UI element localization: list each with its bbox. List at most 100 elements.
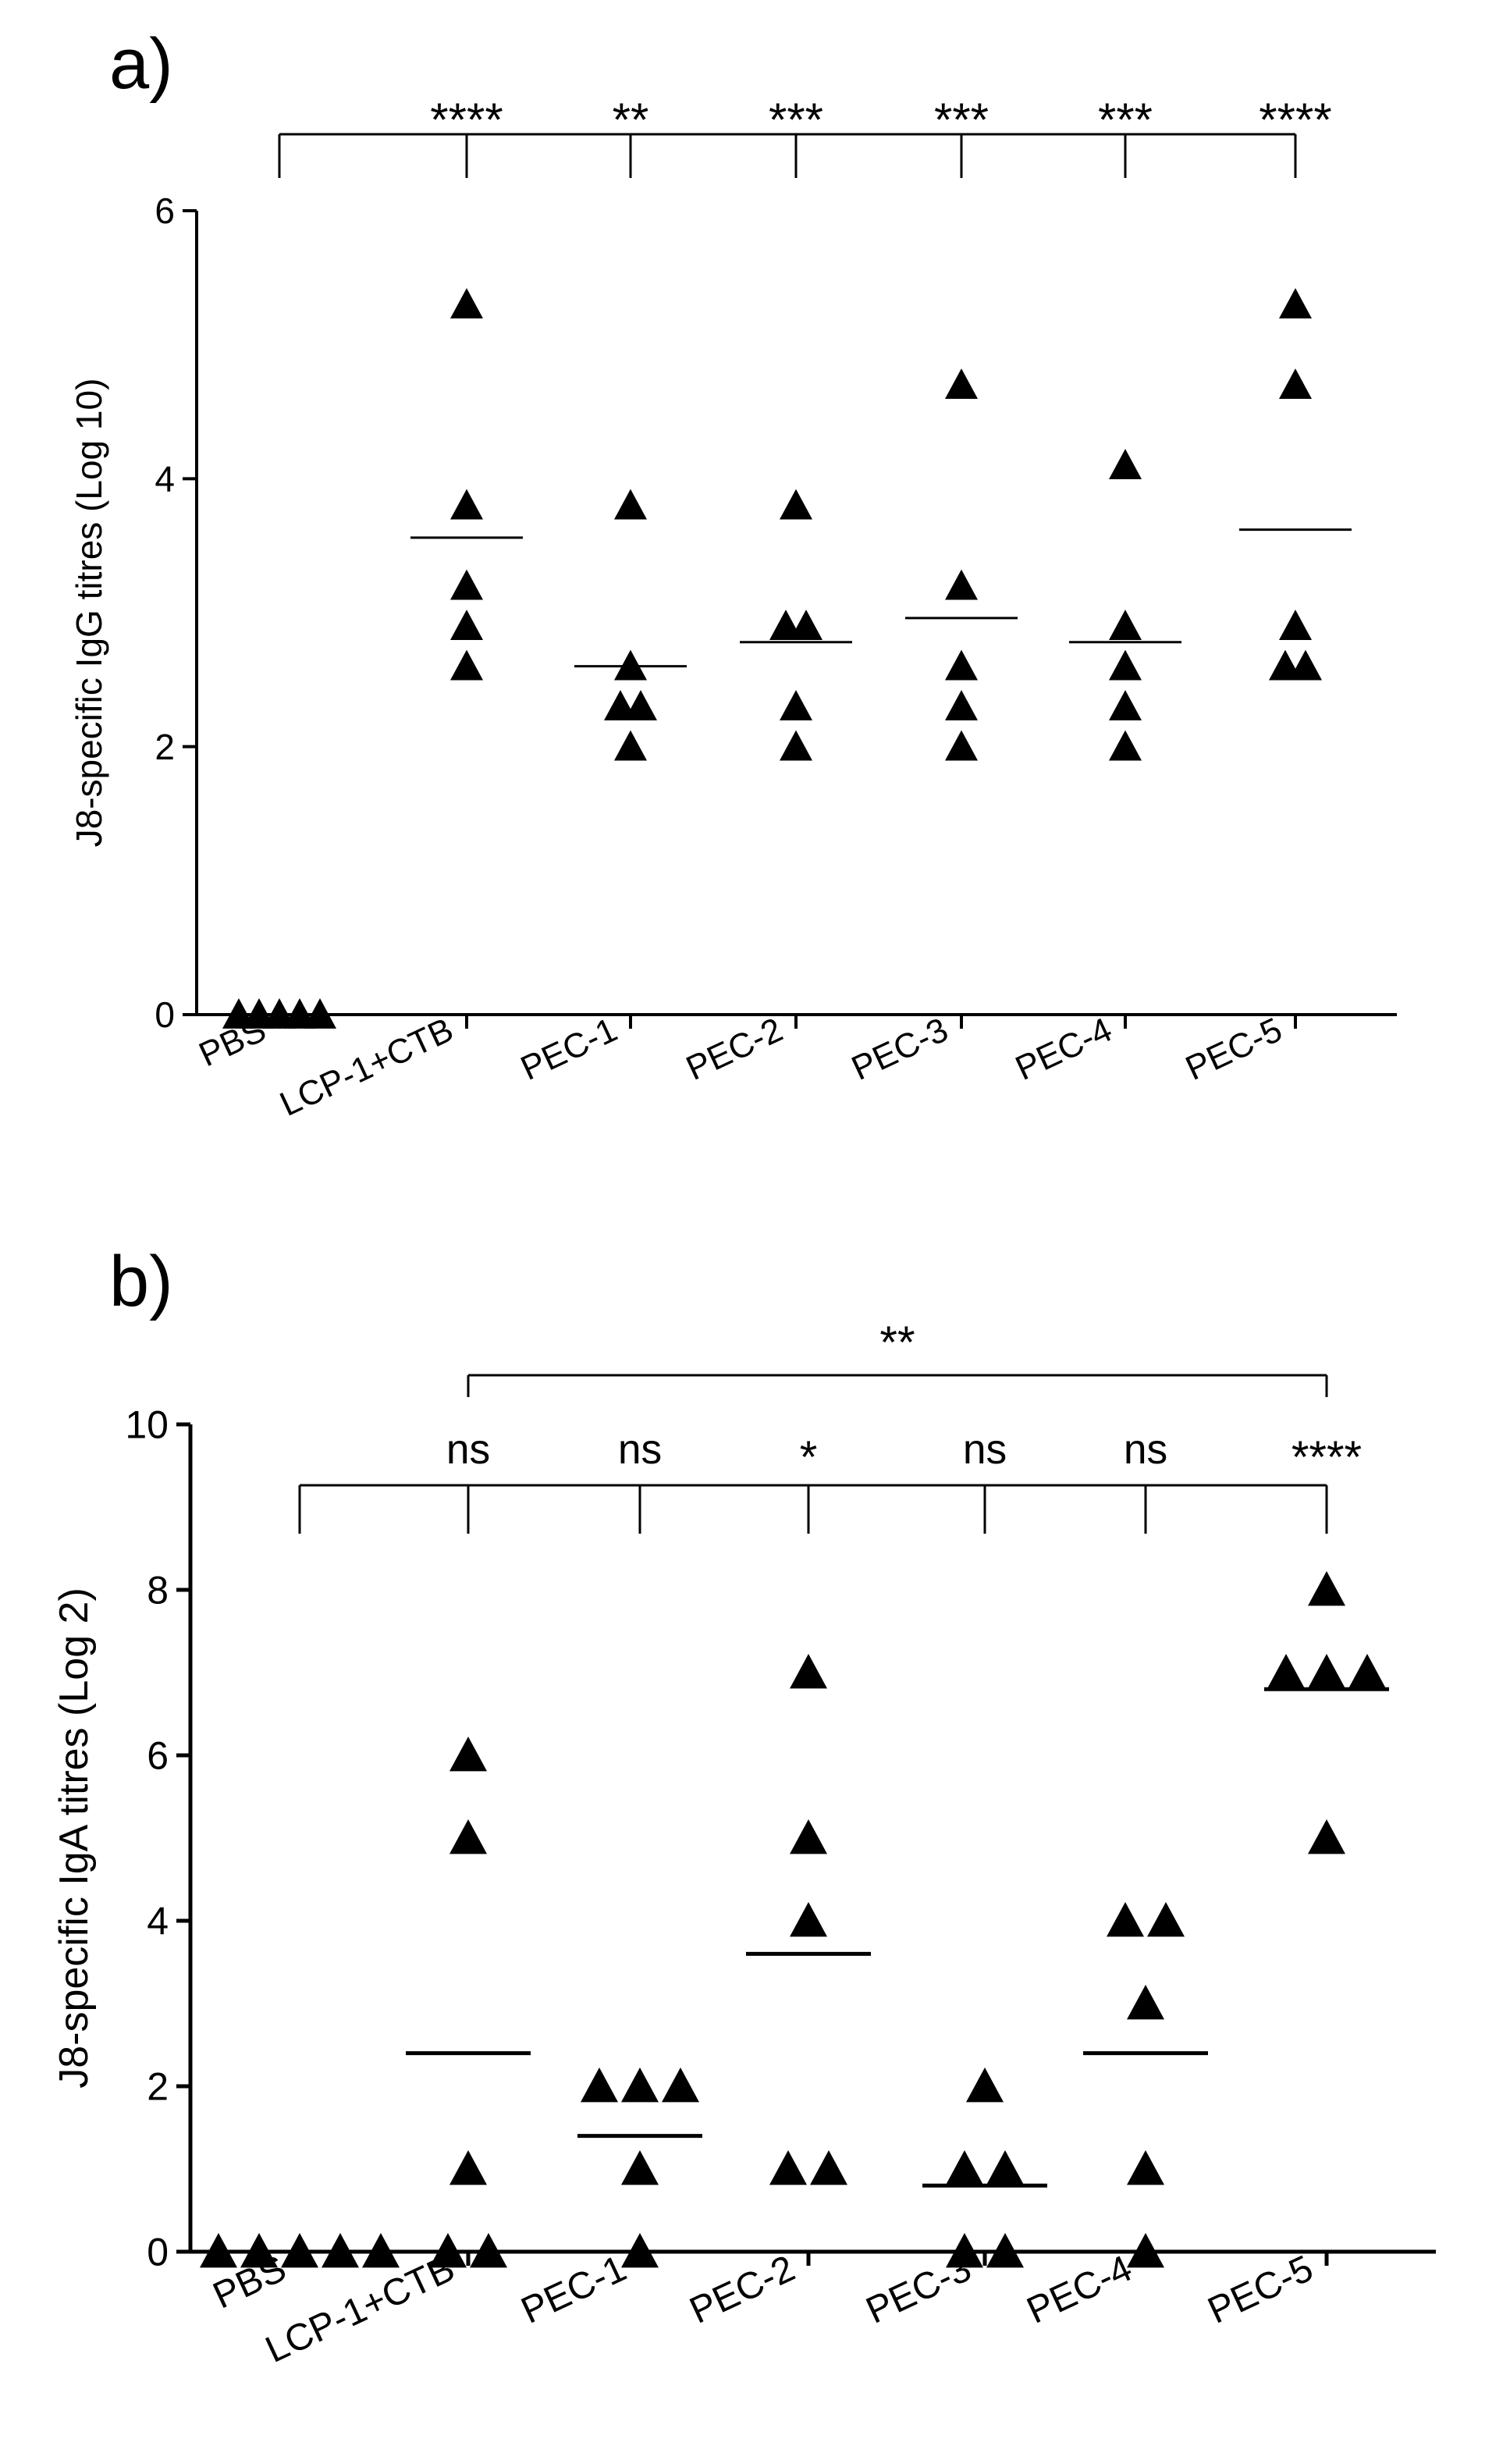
data-point-pec-2 <box>780 690 812 721</box>
y-axis-title: J8-specific IgG titres (Log 10) <box>69 379 109 848</box>
data-point-pec-5 <box>1279 610 1312 641</box>
data-point-pec-5 <box>1308 1571 1345 1606</box>
data-point-pec-5 <box>1267 1654 1305 1689</box>
x-tick-label-pec-5: PEC-5 <box>1202 2248 1320 2332</box>
significance-label-pec-2: *** <box>769 94 823 146</box>
data-point-pec-4 <box>1109 690 1142 721</box>
data-point-pbs <box>281 2233 318 2268</box>
data-point-pec-2 <box>810 2150 847 2185</box>
data-point-pec-1 <box>621 2233 659 2268</box>
data-point-pec-4 <box>1147 1902 1185 1937</box>
x-tick-label-pec-4: PEC-4 <box>1021 2248 1139 2332</box>
y-tick-label: 4 <box>155 458 175 499</box>
data-point-lcp-1-ctb <box>470 2233 507 2268</box>
top-bracket-label: ** <box>879 1317 915 1368</box>
x-tick-label-pec-2: PEC-2 <box>680 1011 788 1088</box>
data-point-pec-1 <box>614 489 647 520</box>
data-point-pec-3 <box>966 2068 1004 2103</box>
data-point-lcp-1-ctb <box>450 649 483 681</box>
data-point-pec-3 <box>946 2233 983 2268</box>
significance-label-pec-1: ns <box>618 1427 662 1473</box>
y-tick-label: 4 <box>147 1900 169 1943</box>
data-point-lcp-1-ctb <box>429 2233 467 2268</box>
data-point-pec-2 <box>790 1654 827 1689</box>
data-point-pec-4 <box>1127 2233 1164 2268</box>
significance-label-pec-5: **** <box>1259 94 1331 146</box>
significance-label-pec-3: ns <box>963 1427 1007 1473</box>
panel-a-label: a) <box>109 24 173 104</box>
y-tick-label: 0 <box>147 2231 169 2274</box>
data-point-lcp-1-ctb <box>449 2150 487 2185</box>
data-point-pec-3 <box>986 2150 1024 2185</box>
data-point-pec-4 <box>1127 2150 1164 2185</box>
y-axis-title: J8-specific IgA titres (Log 2) <box>52 1588 97 2089</box>
data-point-pec-3 <box>945 649 978 681</box>
data-point-lcp-1-ctb <box>450 489 483 520</box>
x-tick-label-pec-5: PEC-5 <box>1180 1011 1288 1088</box>
data-point-pec-3 <box>945 690 978 721</box>
data-point-pec-1 <box>621 2068 659 2103</box>
data-point-pec-5 <box>1279 368 1312 400</box>
x-tick-label-pec-1: PEC-1 <box>515 1011 623 1088</box>
data-point-pec-2 <box>780 730 812 761</box>
panel-b-label: b) <box>109 1242 173 1321</box>
significance-label-pec-4: *** <box>1098 94 1153 146</box>
significance-label-pec-3: *** <box>934 94 989 146</box>
data-point-pec-1 <box>614 730 647 761</box>
data-point-pec-2 <box>790 1902 827 1937</box>
data-point-pec-2 <box>790 1819 827 1854</box>
x-tick-label-pec-2: PEC-2 <box>684 2248 801 2332</box>
data-point-pec-3 <box>946 2150 983 2185</box>
y-tick-label: 2 <box>155 727 175 767</box>
data-point-pec-4 <box>1109 610 1142 641</box>
data-point-pec-1 <box>614 649 647 681</box>
data-point-lcp-1-ctb <box>449 1819 487 1854</box>
data-point-pec-4 <box>1109 449 1142 480</box>
x-tick-label-pec-1: PEC-1 <box>515 2248 633 2332</box>
data-point-pec-5 <box>1289 649 1322 681</box>
data-point-pec-1 <box>621 2150 659 2185</box>
data-point-pbs <box>322 2233 359 2268</box>
y-tick-label: 6 <box>155 190 175 231</box>
data-point-pbs <box>200 2233 237 2268</box>
data-point-pec-3 <box>945 730 978 761</box>
x-tick-label-pec-4: PEC-4 <box>1010 1011 1117 1088</box>
data-point-pec-3 <box>945 368 978 400</box>
significance-label-pec-5: **** <box>1291 1432 1362 1483</box>
data-point-pec-2 <box>780 489 812 520</box>
data-point-pbs <box>240 2233 278 2268</box>
data-point-pec-4 <box>1107 1902 1144 1937</box>
data-point-pec-3 <box>986 2233 1024 2268</box>
data-point-pec-4 <box>1127 1985 1164 2020</box>
data-point-pbs <box>304 998 336 1029</box>
data-point-pec-4 <box>1109 649 1142 681</box>
data-point-pec-2 <box>769 2150 807 2185</box>
data-point-lcp-1-ctb <box>450 288 483 319</box>
data-point-pec-5 <box>1348 1654 1386 1689</box>
data-point-pbs <box>362 2233 400 2268</box>
y-tick-label: 0 <box>155 994 175 1035</box>
y-tick-label: 2 <box>147 2065 169 2109</box>
data-point-lcp-1-ctb <box>450 610 483 641</box>
data-point-pec-1 <box>624 690 657 721</box>
y-tick-label: 10 <box>125 1403 169 1447</box>
significance-label-pec-1: ** <box>613 94 649 146</box>
significance-label-lcp-1-ctb: ns <box>446 1427 490 1473</box>
significance-label-pec-4: ns <box>1124 1427 1167 1473</box>
data-point-pec-5 <box>1308 1819 1345 1854</box>
data-point-pec-3 <box>945 569 978 600</box>
data-point-lcp-1-ctb <box>449 1737 487 1772</box>
significance-label-pec-2: * <box>800 1432 818 1483</box>
x-tick-label-pec-3: PEC-3 <box>846 1011 954 1088</box>
data-point-lcp-1-ctb <box>450 569 483 600</box>
data-point-pec-5 <box>1279 288 1312 319</box>
y-tick-label: 6 <box>147 1734 169 1778</box>
data-point-pec-5 <box>1308 1654 1345 1689</box>
y-tick-label: 8 <box>147 1569 169 1612</box>
data-point-pec-1 <box>581 2068 618 2103</box>
data-point-pec-4 <box>1109 730 1142 761</box>
data-point-pec-2 <box>790 610 823 641</box>
